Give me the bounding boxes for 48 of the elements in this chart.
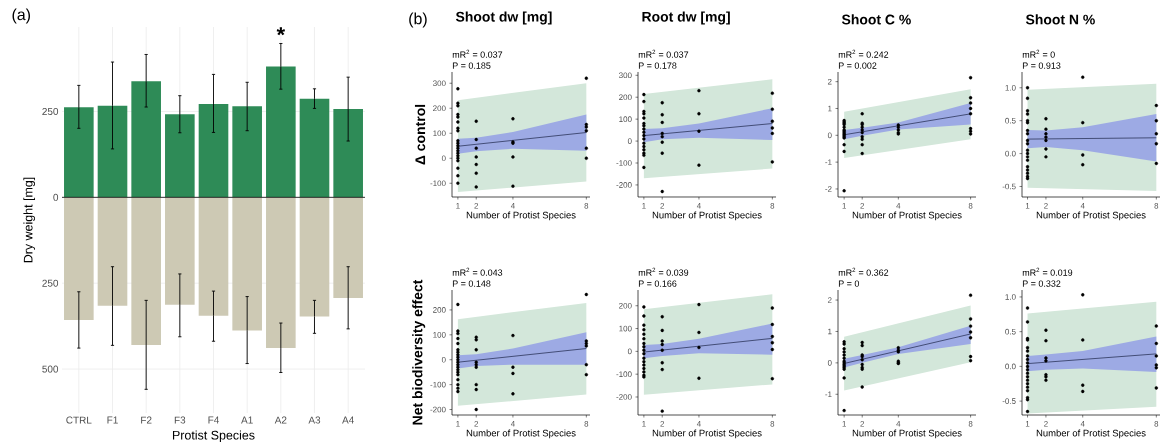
text: (b) — [409, 12, 427, 28]
x-tick-label: A1 — [241, 416, 253, 424]
text: P = 0.178 — [638, 62, 677, 69]
x-tick-label: F4 — [208, 416, 220, 424]
text: mR$^{2}$ = 0.037 — [638, 49, 689, 58]
x-axis-title: Number of Protist Species — [652, 429, 762, 439]
y-tick-label: 250 — [42, 279, 59, 287]
chart-title: Shoot C % — [841, 14, 911, 25]
x-axis-title: Number of Protist Species — [466, 429, 576, 439]
x-axis-title: Number of Protist Species — [652, 211, 762, 221]
x-tick-label: A3 — [308, 416, 321, 424]
x-axis-title: Number of Protist Species — [1036, 211, 1146, 221]
y-tick-label: 250 — [42, 107, 59, 116]
x-axis-title: Number of Protist Species — [852, 211, 962, 221]
x-axis-title: Number of Protist Species — [852, 429, 962, 439]
text: mR$^{2}$ = 0 — [1022, 49, 1055, 58]
text: P = 0.166 — [638, 280, 677, 287]
x-tick-label: F3 — [174, 416, 186, 424]
chart-title: Shoot dw [mg] — [455, 11, 552, 25]
x-tick-label: A4 — [342, 416, 354, 424]
text: P = 0.002 — [838, 62, 877, 69]
text: mR$^{2}$ = 0.019 — [1022, 267, 1073, 276]
x-axis-title: Number of Protist Species — [466, 211, 576, 221]
y-tick-label: 500 — [42, 365, 59, 373]
text: P = 0.185 — [452, 62, 491, 69]
text: mR$^{2}$ = 0.242 — [838, 49, 889, 58]
text: P = 0 — [838, 280, 860, 287]
x-tick-label: A2 — [274, 416, 287, 424]
x-tick-label: F1 — [107, 416, 118, 424]
text: mR$^{2}$ = 0.362 — [838, 267, 889, 276]
text: mR$^{2}$ = 0.037 — [452, 49, 503, 58]
text: P = 0.332 — [1022, 280, 1061, 287]
x-axis-title: Protist Species — [172, 430, 255, 443]
text: mR$^{2}$ = 0.043 — [452, 267, 503, 276]
text: mR$^{2}$ = 0.039 — [638, 267, 689, 276]
y-tick-label: 0 — [53, 193, 59, 201]
y-axis-title: Dry weight [mg] — [23, 177, 36, 263]
x-axis-title: Number of Protist Species — [1036, 429, 1146, 439]
text: P = 0.148 — [452, 280, 491, 287]
text: P = 0.913 — [1022, 62, 1061, 69]
chart-title: Shoot N % — [1025, 14, 1095, 25]
y-axis-title: Net biodiversity effect — [412, 279, 426, 425]
x-tick-label: CTRL — [66, 416, 92, 424]
chart-title: (a) — [12, 8, 30, 24]
chart-title: Root dw [mg] — [642, 11, 730, 25]
y-axis-title: Δ control — [414, 104, 426, 165]
annotation: * — [276, 27, 286, 36]
x-tick-label: F2 — [141, 416, 152, 424]
